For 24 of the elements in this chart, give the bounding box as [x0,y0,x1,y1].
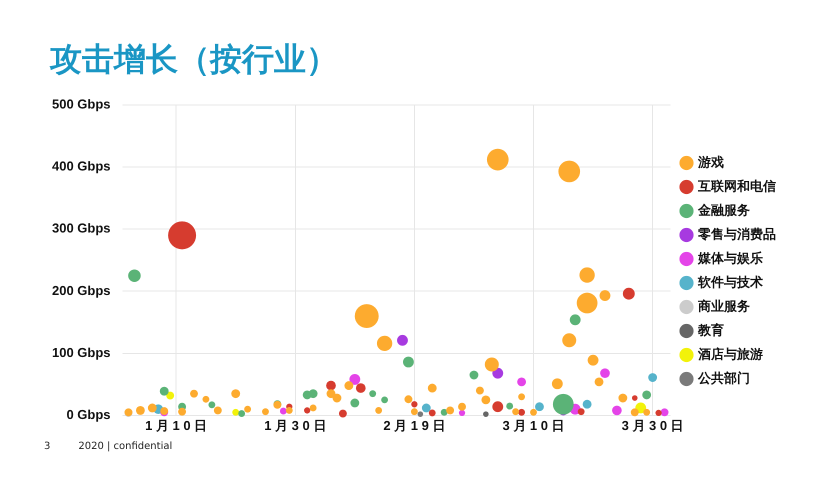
text: 2020 | confidential [78,441,172,452]
legend-label: 酒店与旅游 [697,346,763,362]
legend-label: 金融服务 [697,203,750,218]
y-tick-label: 0 Gbps [66,406,111,422]
legend-label: 媒体与娱乐 [697,250,763,266]
legend-label: 互联网和电信 [697,178,776,194]
legend-label: 零售与消费品 [697,227,776,242]
legend-label: 商业服务 [697,298,750,314]
y-tick-label: 100 Gbps [52,344,111,360]
legend-label: 游戏 [697,155,724,170]
x-tick-label: 3 月 3 0 日 [622,418,684,433]
y-tick-label: 500 Gbps [52,96,111,112]
legend-label: 公共部门 [697,370,750,386]
x-tick-label: 1 月 3 0 日 [264,418,326,433]
y-tick-label: 200 Gbps [52,282,111,298]
chart-title: 攻击增长（按行业） [50,39,338,80]
legend-label: 教育 [697,322,724,338]
x-tick-label: 2 月 1 9 日 [383,418,446,433]
y-tick-label: 300 Gbps [52,220,111,236]
x-tick-label: 1 月 1 0 日 [145,418,208,433]
y-tick-label: 400 Gbps [52,158,111,174]
x-tick-label: 3 月 1 0 日 [502,418,565,433]
legend-label: 软件与技术 [697,275,763,290]
text: 3 [44,441,50,452]
